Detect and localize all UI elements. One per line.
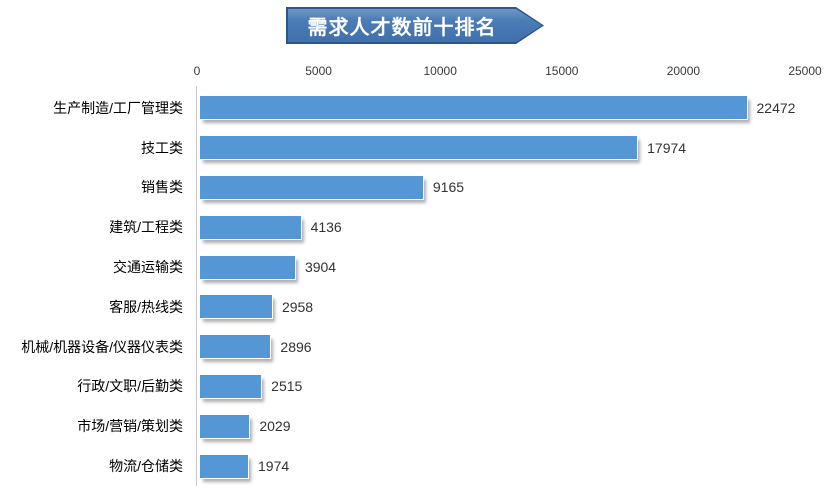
bar <box>200 96 747 120</box>
x-axis-tick-label: 0 <box>193 64 201 78</box>
bar-row: 技工类 17974 <box>0 128 829 168</box>
category-label: 机械/机器设备/仪器仪表类 <box>21 338 183 355</box>
bar <box>200 255 295 279</box>
value-label: 2896 <box>280 338 312 355</box>
x-axis-tick-label: 5000 <box>305 64 332 78</box>
bar-row: 行政/文职/后勤类 2515 <box>0 367 829 407</box>
bar-row: 客服/热线类 2958 <box>0 287 829 327</box>
bar-row: 建筑/工程类 4136 <box>0 207 829 247</box>
category-label: 交通运输类 <box>113 259 183 276</box>
x-axis-tick-label: 10000 <box>423 64 457 78</box>
bar <box>200 295 272 319</box>
x-axis-tick-label: 25000 <box>788 64 822 78</box>
x-axis-tick-label: 15000 <box>545 64 579 78</box>
x-axis-tick-label: 20000 <box>666 64 701 78</box>
bar-row: 市场/营销/策划类 2029 <box>0 406 829 446</box>
value-label: 17974 <box>647 139 687 156</box>
bar <box>200 175 423 199</box>
chart-title-banner-fill: 需求人才数前十排名 <box>288 9 542 42</box>
bar-row: 机械/机器设备/仪器仪表类 2896 <box>0 327 829 367</box>
bar <box>200 454 248 478</box>
bar <box>200 136 638 160</box>
category-label: 技工类 <box>141 139 183 156</box>
category-label: 生产制造/工厂管理类 <box>53 99 183 116</box>
bar <box>200 215 301 239</box>
value-label: 9165 <box>432 179 465 196</box>
value-label: 3904 <box>304 259 337 276</box>
category-label: 行政/文职/后勤类 <box>77 378 183 395</box>
bar-row: 销售类 9165 <box>0 168 829 208</box>
bar-rows: 生产制造/工厂管理类 22472 技工类 17974 销售类 9165 建筑/工程类 4136… <box>0 88 829 486</box>
bar <box>200 374 262 398</box>
category-label: 市场/营销/策划类 <box>77 418 183 435</box>
bar <box>200 335 271 359</box>
value-label: 2029 <box>259 418 291 435</box>
bar-row: 交通运输类 3904 <box>0 247 829 287</box>
category-label: 客服/热线类 <box>109 298 183 315</box>
chart-title-banner: 需求人才数前十排名 <box>286 7 544 44</box>
value-label: 1974 <box>258 458 290 475</box>
category-label: 物流/仓储类 <box>109 458 183 475</box>
value-label: 2958 <box>281 298 314 315</box>
chart-title: 需求人才数前十排名 <box>307 17 497 39</box>
category-label: 销售类 <box>141 179 183 196</box>
y-axis-line <box>196 86 197 486</box>
bar-row: 生产制造/工厂管理类 22472 <box>0 88 829 128</box>
bar-row: 物流/仓储类 1974 <box>0 446 829 486</box>
bar <box>200 414 250 438</box>
value-label: 2515 <box>271 378 303 395</box>
category-label: 建筑/工程类 <box>109 219 183 236</box>
value-label: 4136 <box>310 219 342 236</box>
value-label: 22472 <box>756 99 796 116</box>
